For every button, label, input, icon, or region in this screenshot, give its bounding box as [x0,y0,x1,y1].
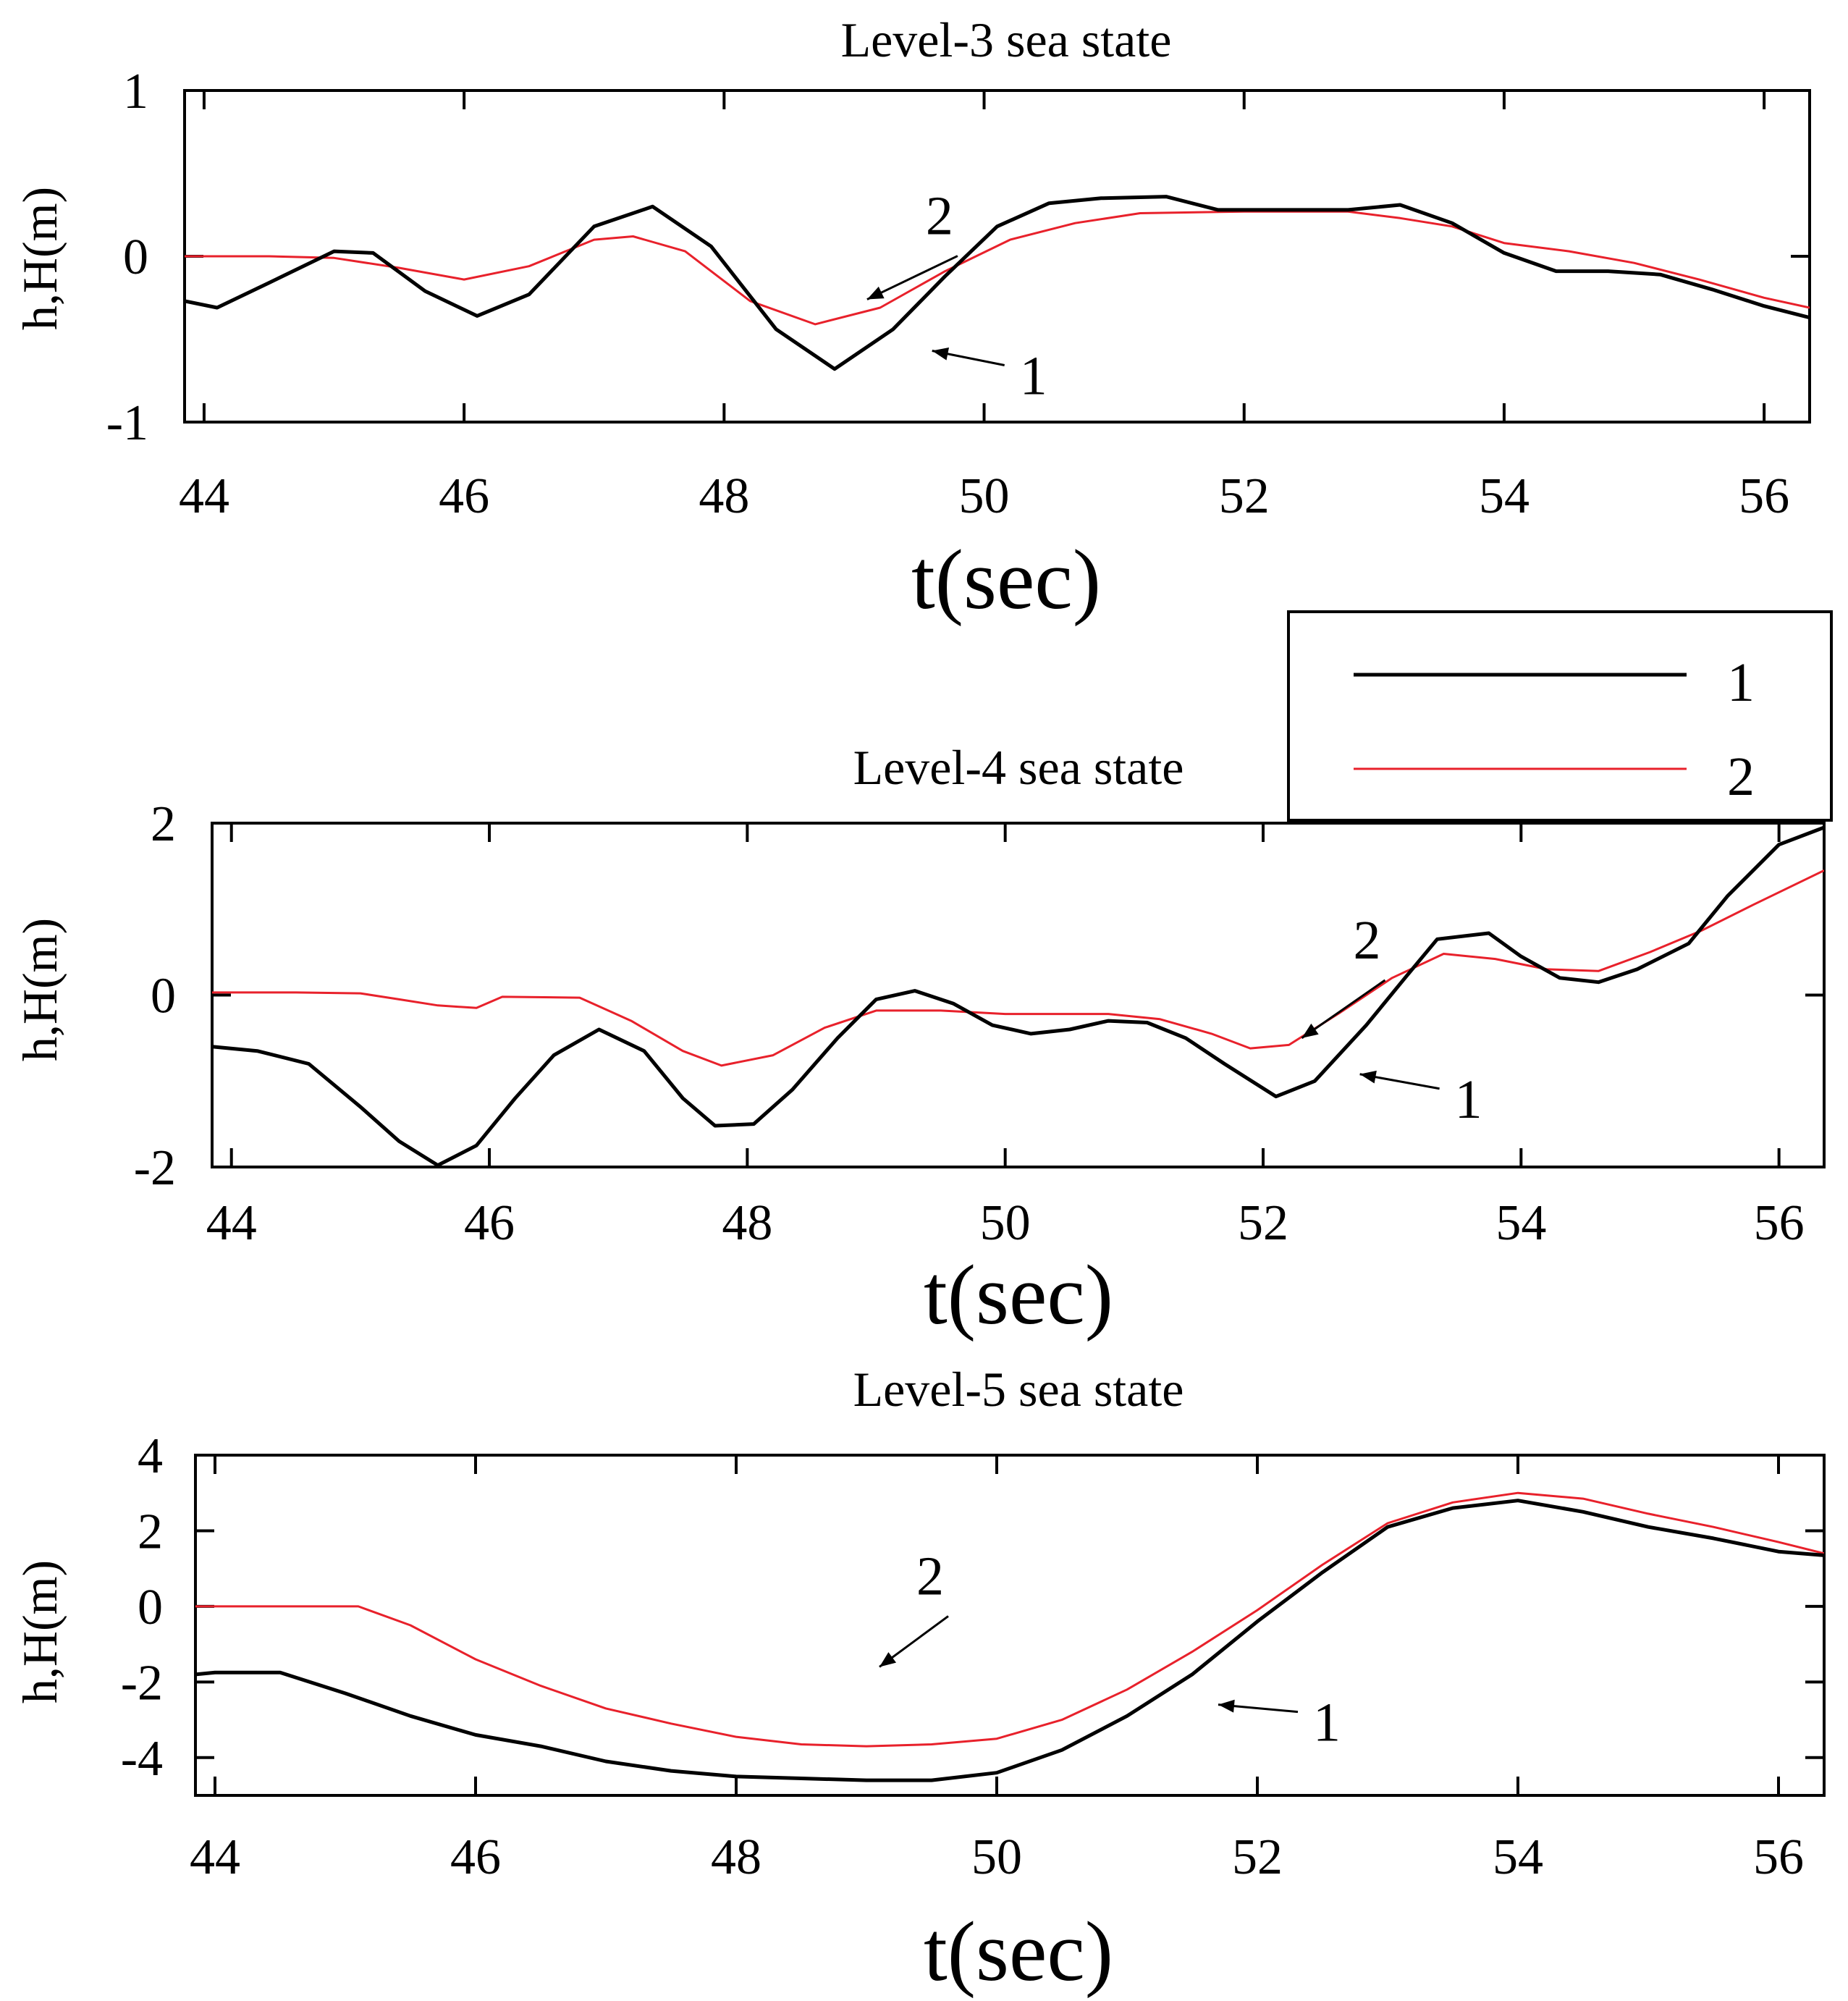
legend-label-series-1: 1 [1727,652,1755,713]
annotation-arrow-2 [866,255,958,300]
y-tick-label: -4 [121,1731,163,1787]
x-tick-label: 46 [464,1195,515,1251]
series-line-1 [212,825,1824,1167]
chart-title: Level-4 sea state [853,740,1184,795]
x-tick-label: 56 [1753,1829,1804,1885]
y-tick-label: 0 [151,969,176,1024]
x-tick-label: 44 [179,468,229,524]
y-tick-label: 0 [123,229,148,285]
y-tick-label: -2 [134,1140,176,1196]
x-tick-label: 44 [190,1829,240,1885]
y-tick-label: 4 [138,1428,163,1484]
x-tick-label: 50 [980,1195,1031,1251]
annotation-arrowhead-2 [879,1652,897,1667]
x-tick-label: 54 [1493,1829,1543,1885]
annotation-label-1: 1 [1313,1693,1341,1753]
legend-box [1287,610,1833,822]
y-axis-label: h,H(m) [12,187,67,330]
x-tick-label: 48 [711,1829,761,1885]
annotation-arrowhead-2 [1301,1023,1319,1038]
annotation-label-1: 1 [1020,346,1047,407]
y-tick-label: -1 [106,395,148,451]
annotation-label-1: 1 [1455,1069,1482,1130]
chart-title: Level-3 sea state [841,12,1172,67]
series-line-2 [212,869,1824,1067]
chart-level-5: Level-5 sea state 44 46 48 50 52 54 56 -4 -2 0 2 4 1… [12,1362,1826,1999]
annotation-arrowhead-1 [932,347,950,361]
chart-level-4: Level-4 sea state 44 46 48 50 52 54 56 -2 0 2 1 2 h… [12,740,1826,1342]
y-tick-label: 0 [138,1580,163,1635]
chart-level-3: Level-3 sea state 44 46 48 50 52 54 56 -1 0 1 1 2 h… [12,12,1811,627]
plot-frame [194,1454,1826,1797]
x-tick-label: 52 [1238,1195,1288,1251]
x-axis-label: t(sec) [924,1247,1113,1342]
y-tick-label: 2 [138,1504,163,1559]
x-tick-label: 50 [959,468,1010,524]
y-axis-label: h,H(m) [12,1560,67,1703]
x-tick-label: 56 [1754,1195,1805,1251]
annotation-arrow-2 [1301,979,1386,1040]
annotation-label-2: 2 [1353,910,1380,971]
x-tick-label: 50 [971,1829,1022,1885]
annotation-arrowhead-1 [1218,1699,1235,1713]
plot-area-level-5: 44 46 48 50 52 54 56 -4 -2 0 2 4 1 2 [121,1428,1826,1885]
y-axis-label: h,H(m) [12,918,67,1061]
x-tick-label: 52 [1219,468,1270,524]
plot-area-level-4: 44 46 48 50 52 54 56 -2 0 2 1 2 [134,796,1826,1251]
x-tick-label: 54 [1495,1195,1546,1251]
series-line-2 [195,1491,1824,1748]
x-tick-label: 52 [1232,1829,1283,1885]
annotation-arrowhead-1 [1359,1070,1377,1084]
legend-label-series-2: 2 [1727,746,1755,807]
x-tick-label: 44 [206,1195,257,1251]
y-tick-label: 2 [151,796,176,852]
annotation-arrowhead-2 [866,286,885,300]
plot-area-level-3: 44 46 48 50 52 54 56 -1 0 1 1 2 [106,64,1811,524]
x-tick-label: 54 [1479,468,1530,524]
y-tick-label: -2 [121,1655,163,1711]
x-tick-label: 56 [1739,468,1789,524]
annotation-label-2: 2 [916,1546,944,1606]
legend: 1 2 [1287,610,1833,822]
x-tick-label: 48 [722,1195,772,1251]
series-line-1 [185,195,1810,371]
x-axis-label: t(sec) [924,1904,1113,1999]
x-tick-label: 46 [450,1829,501,1885]
annotation-label-2: 2 [926,186,953,247]
series-line-2 [185,210,1810,326]
x-tick-label: 46 [439,468,489,524]
y-tick-label: 1 [123,64,148,119]
x-tick-label: 48 [699,468,749,524]
plot-frame [183,89,1811,424]
chart-title: Level-5 sea state [853,1362,1184,1417]
plot-frame [211,822,1826,1168]
series-line-1 [195,1499,1824,1782]
x-axis-label: t(sec) [911,532,1101,627]
